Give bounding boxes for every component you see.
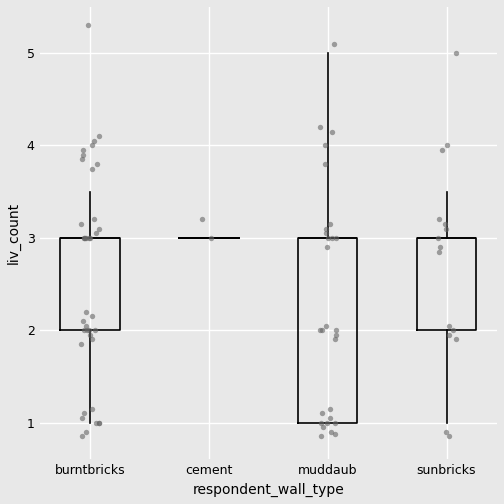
Point bbox=[319, 423, 327, 431]
Point bbox=[331, 335, 339, 343]
Point bbox=[317, 326, 325, 334]
Point bbox=[86, 331, 94, 339]
X-axis label: respondent_wall_type: respondent_wall_type bbox=[193, 483, 344, 497]
Point bbox=[442, 225, 450, 233]
Point bbox=[84, 326, 92, 334]
Point bbox=[321, 142, 329, 150]
Point bbox=[80, 326, 88, 334]
Point bbox=[80, 234, 88, 242]
Point bbox=[81, 234, 89, 242]
Point bbox=[87, 234, 95, 242]
Point bbox=[78, 414, 86, 422]
Point bbox=[438, 146, 447, 154]
Point bbox=[323, 418, 331, 426]
Point bbox=[95, 132, 103, 140]
Point bbox=[436, 243, 444, 251]
Point bbox=[327, 405, 335, 413]
Point bbox=[330, 40, 338, 48]
Point bbox=[207, 234, 215, 242]
Point bbox=[324, 234, 332, 242]
Point bbox=[85, 234, 93, 242]
Point bbox=[332, 326, 340, 334]
Point bbox=[322, 322, 330, 330]
Point bbox=[322, 225, 330, 233]
Point bbox=[434, 215, 443, 223]
Point bbox=[322, 229, 330, 237]
Point bbox=[445, 432, 453, 440]
Point bbox=[78, 432, 86, 440]
Point bbox=[452, 49, 460, 57]
Point bbox=[328, 234, 336, 242]
Point bbox=[317, 432, 325, 440]
Point bbox=[323, 243, 331, 251]
Point bbox=[331, 429, 339, 437]
Point bbox=[80, 234, 88, 242]
Point bbox=[95, 418, 103, 426]
Point bbox=[82, 428, 90, 436]
Point bbox=[84, 21, 92, 29]
Point bbox=[95, 225, 103, 233]
Point bbox=[446, 331, 454, 339]
Point bbox=[80, 151, 88, 159]
Point bbox=[328, 128, 336, 136]
Point bbox=[82, 308, 90, 316]
Point bbox=[444, 142, 452, 150]
Point bbox=[92, 229, 100, 237]
Point bbox=[435, 247, 444, 256]
Point bbox=[90, 137, 98, 145]
Point bbox=[82, 322, 90, 330]
Point bbox=[321, 160, 329, 168]
Point bbox=[332, 331, 340, 339]
Point bbox=[445, 322, 453, 330]
Point bbox=[90, 215, 98, 223]
Point bbox=[198, 215, 206, 223]
Point bbox=[92, 418, 100, 426]
Point bbox=[88, 164, 96, 172]
Point bbox=[434, 234, 442, 242]
Point bbox=[91, 326, 99, 334]
Point bbox=[333, 234, 341, 242]
Point bbox=[318, 409, 326, 417]
Point bbox=[442, 428, 450, 436]
Y-axis label: liv_count: liv_count bbox=[7, 202, 21, 264]
Point bbox=[452, 335, 460, 343]
Point bbox=[442, 220, 450, 228]
Point bbox=[79, 317, 87, 325]
Point bbox=[327, 428, 335, 436]
Point bbox=[316, 123, 324, 131]
Point bbox=[449, 326, 457, 334]
Point bbox=[319, 326, 327, 334]
Point bbox=[80, 146, 88, 154]
Point bbox=[88, 405, 96, 413]
Point bbox=[326, 414, 334, 422]
Point bbox=[88, 335, 96, 343]
Point bbox=[326, 220, 334, 228]
Point bbox=[88, 142, 96, 150]
Point bbox=[95, 418, 103, 426]
Point bbox=[78, 155, 86, 163]
Point bbox=[77, 220, 85, 228]
Point bbox=[77, 340, 85, 348]
Point bbox=[331, 418, 339, 426]
Point bbox=[93, 160, 101, 168]
Point bbox=[88, 312, 96, 321]
Point bbox=[317, 418, 325, 426]
Point bbox=[80, 409, 88, 417]
Point bbox=[85, 326, 93, 334]
Point bbox=[82, 234, 90, 242]
